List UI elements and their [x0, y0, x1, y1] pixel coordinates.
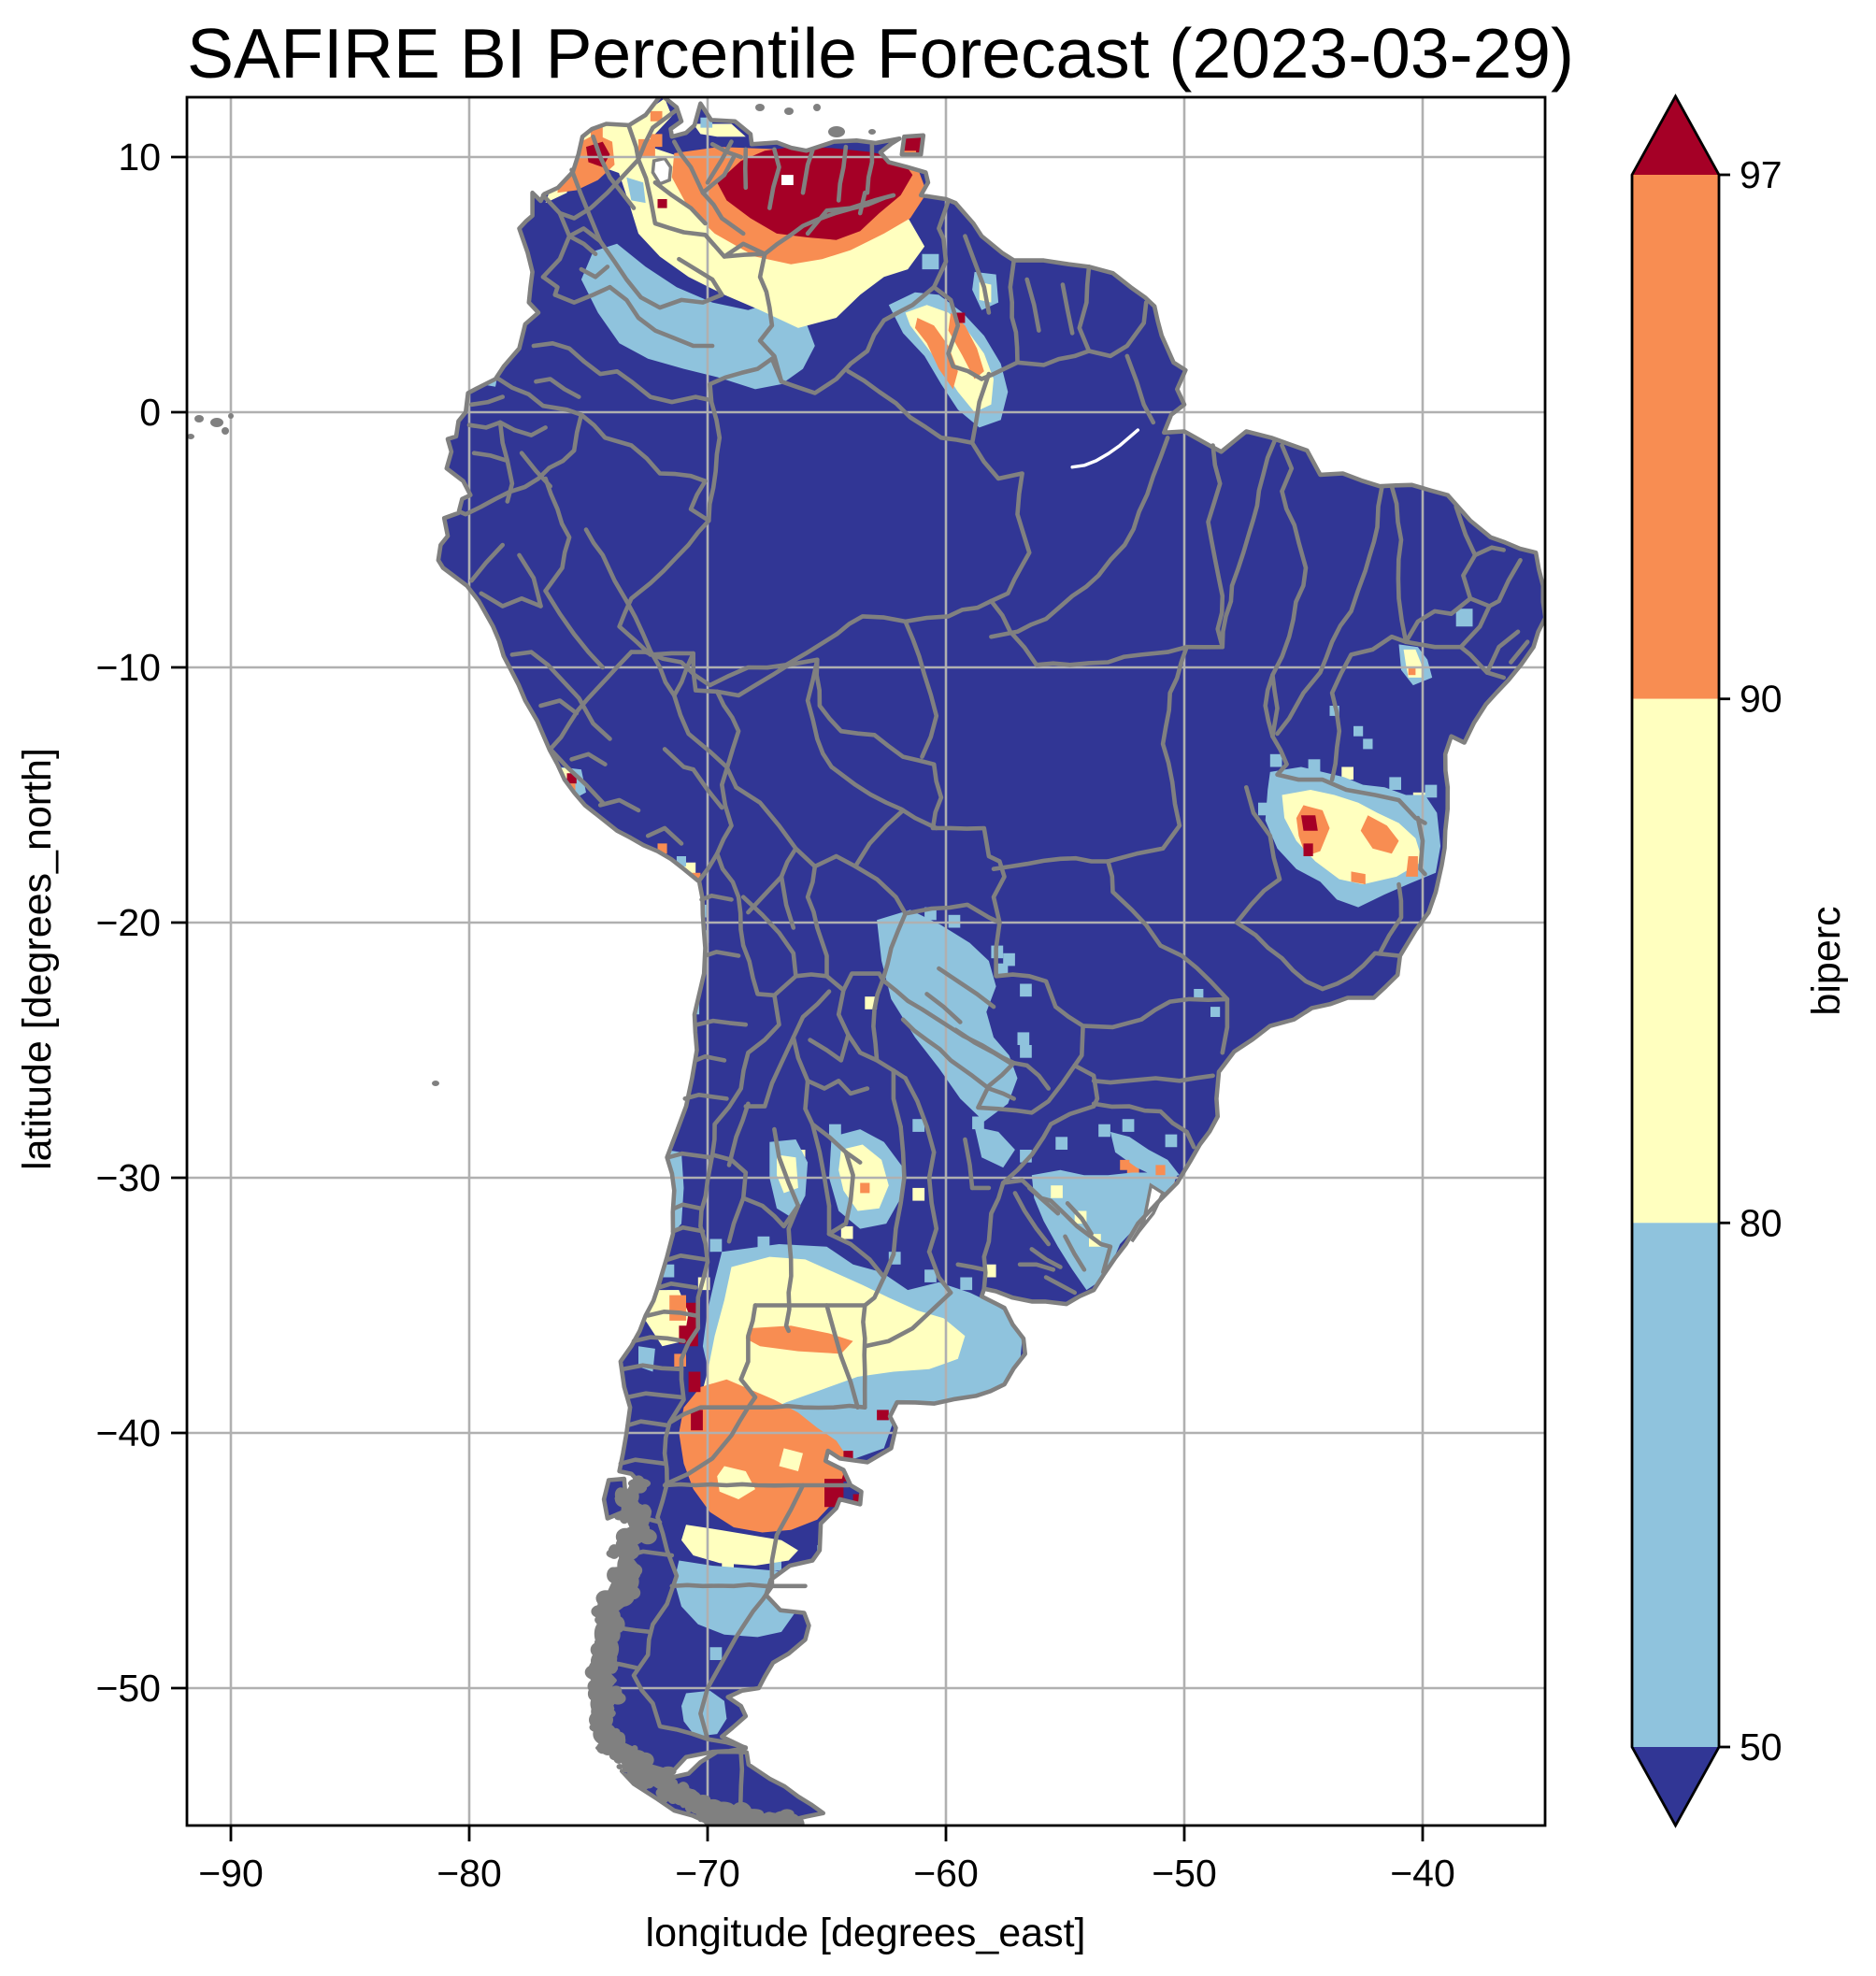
svg-text:−90: −90	[198, 1852, 264, 1895]
svg-text:−40: −40	[95, 1411, 161, 1454]
svg-text:0: 0	[139, 391, 161, 434]
svg-text:SAFIRE BI Percentile Forecast: SAFIRE BI Percentile Forecast (2023-03-2…	[187, 14, 1574, 93]
svg-text:biperc: biperc	[1804, 906, 1849, 1015]
svg-text:−60: −60	[913, 1852, 979, 1895]
svg-text:−50: −50	[1152, 1852, 1217, 1895]
svg-text:−70: −70	[675, 1852, 740, 1895]
svg-text:−30: −30	[95, 1156, 161, 1199]
svg-text:80: 80	[1740, 1201, 1783, 1244]
svg-text:97: 97	[1740, 153, 1783, 196]
svg-text:−80: −80	[437, 1852, 502, 1895]
svg-text:−10: −10	[95, 646, 161, 689]
svg-text:90: 90	[1740, 678, 1783, 721]
svg-text:−40: −40	[1390, 1852, 1455, 1895]
svg-text:longitude [degrees_east]: longitude [degrees_east]	[646, 1911, 1086, 1955]
svg-text:50: 50	[1740, 1725, 1783, 1768]
svg-text:−20: −20	[95, 901, 161, 944]
svg-text:−50: −50	[95, 1667, 161, 1710]
svg-text:10: 10	[118, 136, 161, 179]
svg-text:latitude [degrees_north]: latitude [degrees_north]	[15, 748, 60, 1170]
